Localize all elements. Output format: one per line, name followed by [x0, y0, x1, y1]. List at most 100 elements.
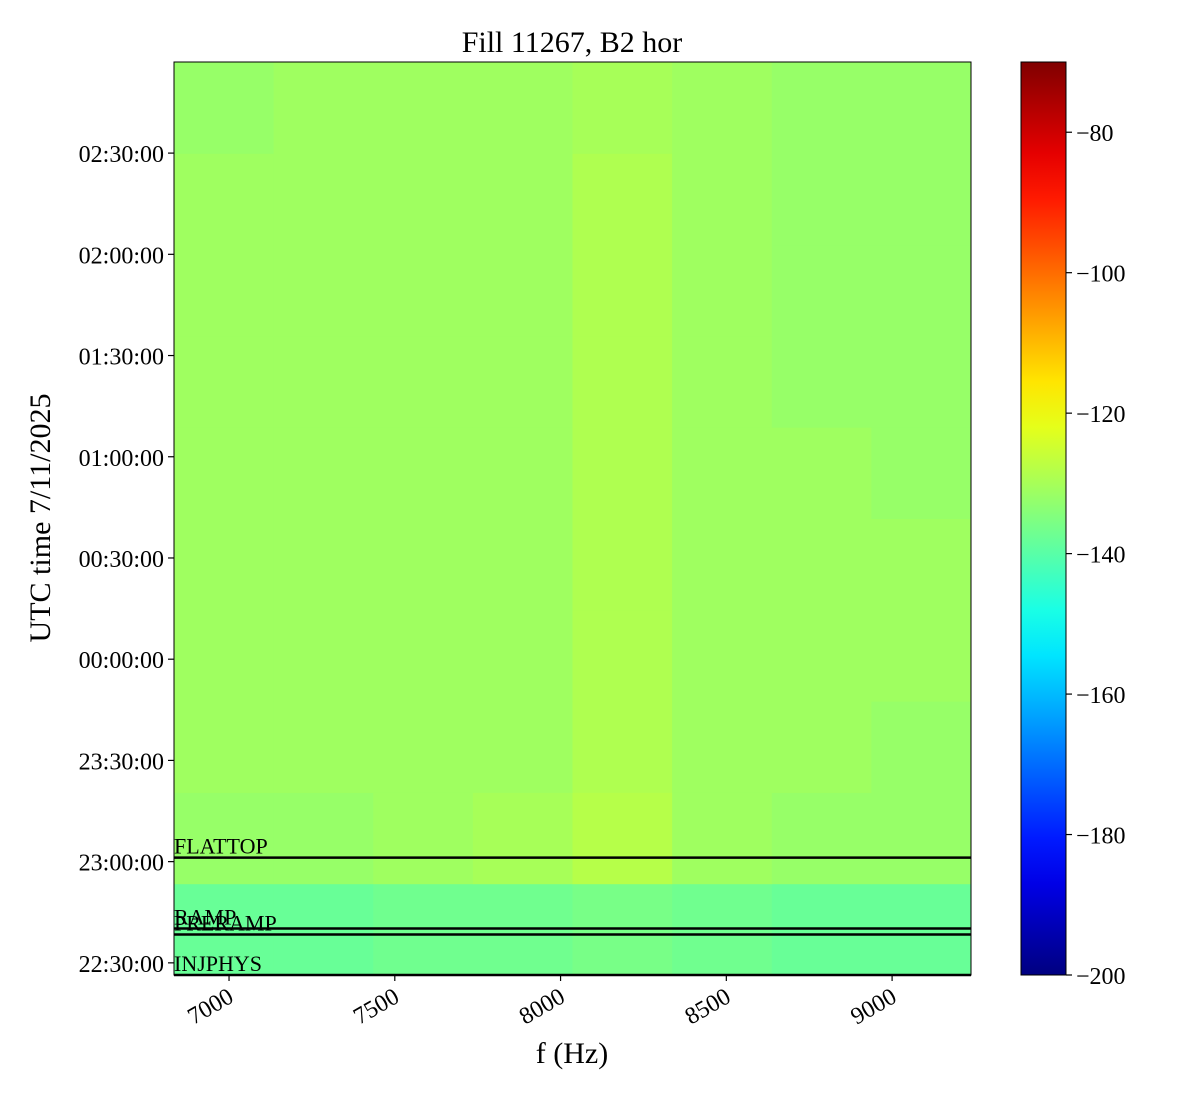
heatmap-cell [174, 701, 275, 793]
heatmap-cell [771, 153, 872, 246]
colorbar-tick-label: −140 [1076, 543, 1126, 569]
heatmap-cell [273, 609, 374, 702]
heatmap-cell [572, 335, 673, 428]
heatmap-cell [273, 427, 374, 519]
colorbar-tick-label: −180 [1076, 824, 1126, 850]
heatmap-cell [174, 335, 275, 428]
heatmap-cell [871, 792, 972, 885]
heatmap-cell [373, 518, 474, 611]
heatmap-cell [771, 335, 872, 428]
heatmap-cell [472, 701, 573, 793]
heatmap-cell [572, 427, 673, 519]
heatmap-cell [672, 335, 773, 428]
event-label: FLATTOP [174, 834, 268, 859]
heatmap-cell [771, 701, 872, 793]
heatmap-cell [273, 244, 374, 337]
heatmap-cell [174, 62, 275, 154]
heatmap-cell [472, 427, 573, 519]
y-tick-label: 01:00:00 [79, 446, 164, 472]
heatmap-cell [174, 153, 275, 246]
heatmap-cell [572, 609, 673, 702]
heatmap-cell [871, 609, 972, 702]
heatmap-cell [373, 427, 474, 519]
heatmap-cell [871, 335, 972, 428]
heatmap-cell [472, 153, 573, 246]
plot-frame [173, 61, 972, 976]
y-tick-label: 00:00:00 [79, 648, 164, 674]
heatmap-cell [771, 427, 872, 519]
heatmap-cell [373, 701, 474, 793]
heatmap-cell [672, 153, 773, 246]
colorbar-tick-label: −80 [1076, 121, 1114, 147]
heatmap-cell [472, 244, 573, 337]
colorbar-tick-label: −200 [1076, 964, 1126, 990]
heatmap-cell [174, 609, 275, 702]
heatmap-cell [472, 792, 573, 885]
colorbar-tick-label: −120 [1076, 402, 1126, 428]
y-tick-label: 23:00:00 [79, 851, 164, 877]
heatmap-cell [273, 62, 374, 154]
y-tick-label: 02:00:00 [79, 243, 164, 269]
heatmap-cell [373, 62, 474, 154]
y-tick-label: 02:30:00 [79, 142, 164, 168]
heatmap-cell [174, 244, 275, 337]
y-tick-label: 23:30:00 [79, 749, 164, 775]
x-tick-label: 8500 [681, 984, 736, 1031]
heatmap-cell [672, 609, 773, 702]
heatmap-cell [871, 244, 972, 337]
y-tick-label: 00:30:00 [79, 547, 164, 573]
heatmap-cell [672, 427, 773, 519]
heatmap-cell [472, 62, 573, 154]
heatmap-cell [672, 701, 773, 793]
heatmap-cell [771, 792, 872, 885]
event-label: PRERAMP [174, 911, 277, 936]
colorbar-tick-label: −160 [1076, 683, 1126, 709]
chart-title: Fill 11267, B2 hor [462, 26, 683, 59]
heatmap-cell [572, 153, 673, 246]
heatmap-cell [871, 153, 972, 246]
y-tick-label: 01:30:00 [79, 345, 164, 371]
heatmap-cell [472, 335, 573, 428]
heatmap-cell [871, 427, 972, 519]
x-tick-label: 7500 [349, 984, 404, 1031]
heatmap-cell [672, 792, 773, 885]
heatmap-cell [373, 335, 474, 428]
event-label: INJPHYS [174, 951, 262, 976]
x-tick-label: 9000 [847, 984, 902, 1031]
heatmap-cell [672, 62, 773, 154]
heatmap-cell [572, 244, 673, 337]
heatmap-cell [771, 518, 872, 611]
heatmap-cell [373, 244, 474, 337]
heatmap-cell [572, 792, 673, 885]
heatmap-cell [672, 244, 773, 337]
heatmap-cell [771, 62, 872, 154]
heatmap-cell [174, 427, 275, 519]
heatmap-cell [572, 62, 673, 154]
heatmap-cell [572, 701, 673, 793]
heatmap-cell [771, 609, 872, 702]
heatmap-cell [871, 518, 972, 611]
y-axis-label: UTC time 7/11/2025 [24, 394, 57, 643]
event-label: RAMP [174, 904, 236, 929]
heatmap-cell [373, 153, 474, 246]
heatmap-cell [672, 518, 773, 611]
heatmap-cell [174, 518, 275, 611]
heatmap-cell [472, 518, 573, 611]
colorbar-tick-label: −100 [1076, 262, 1126, 288]
heatmap-cell [572, 518, 673, 611]
heatmap-cell [273, 792, 374, 885]
y-tick-label: 22:30:00 [79, 952, 164, 978]
heatmap-cell [174, 792, 275, 885]
heatmap-cell [273, 335, 374, 428]
heatmap-cell [273, 701, 374, 793]
heatmap-cell [373, 792, 474, 885]
heatmap-cell [273, 518, 374, 611]
heatmap-cell [771, 244, 872, 337]
heatmap-cell [871, 62, 972, 154]
x-tick-label: 7000 [183, 984, 238, 1031]
heatmap-cell [871, 701, 972, 793]
colorbar [1020, 61, 1067, 976]
heatmap-cell [472, 609, 573, 702]
heatmap-cell [273, 153, 374, 246]
